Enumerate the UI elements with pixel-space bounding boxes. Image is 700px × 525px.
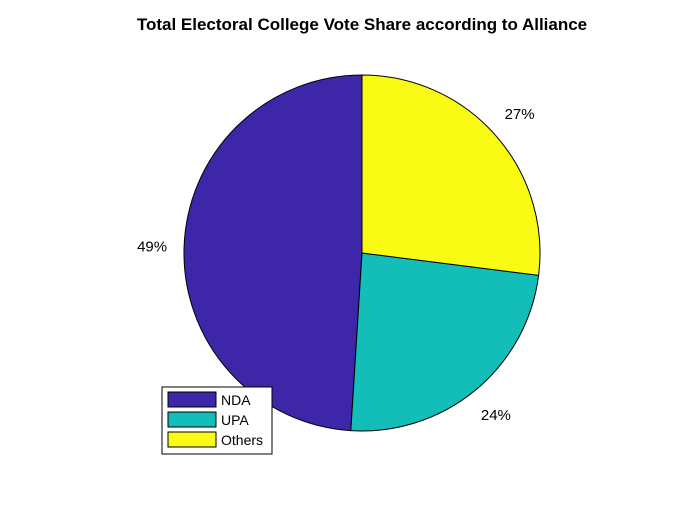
- pie-slice-upa: [350, 252, 540, 432]
- legend-swatch-upa: [167, 411, 217, 428]
- slice-label-nda: 49%: [137, 238, 167, 255]
- pie-slice-others: [361, 74, 541, 276]
- legend: NDA UPA Others: [161, 386, 273, 455]
- legend-label-others: Others: [221, 432, 263, 448]
- legend-label-nda: NDA: [221, 392, 251, 408]
- pie-slice-nda: [183, 74, 363, 432]
- pie-slices: [183, 74, 541, 432]
- chart-title: Total Electoral College Vote Share accor…: [137, 15, 587, 34]
- legend-label-upa: UPA: [221, 412, 249, 428]
- slice-label-others: 27%: [505, 106, 535, 123]
- slice-labels: 49% 24% 27%: [137, 106, 535, 424]
- legend-swatch-others: [167, 431, 217, 448]
- legend-swatch-nda: [167, 391, 217, 408]
- slice-label-upa: 24%: [481, 407, 511, 424]
